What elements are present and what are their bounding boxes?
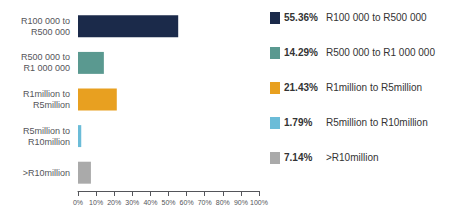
svg-text:20%: 20%	[107, 199, 121, 206]
svg-text:60%: 60%	[180, 199, 194, 206]
svg-text:R5million: R5million	[33, 100, 70, 110]
svg-text:R5million to R10million: R5million to R10million	[326, 117, 428, 128]
svg-text:40%: 40%	[143, 199, 157, 206]
svg-text:R100 000 to R500 000: R100 000 to R500 000	[326, 12, 427, 23]
svg-text:1.79%: 1.79%	[284, 117, 312, 128]
svg-text:R500 000 to: R500 000 to	[21, 52, 70, 62]
svg-text:21.43%: 21.43%	[284, 82, 318, 93]
svg-text:R1 000 000: R1 000 000	[23, 63, 70, 73]
svg-text:90%: 90%	[234, 199, 248, 206]
svg-text:10%: 10%	[89, 199, 103, 206]
svg-text:>R10million: >R10million	[326, 152, 379, 163]
svg-text:14.29%: 14.29%	[284, 47, 318, 58]
svg-text:>R10million: >R10million	[23, 168, 70, 178]
svg-text:100%: 100%	[250, 199, 268, 206]
svg-text:70%: 70%	[198, 199, 212, 206]
svg-text:80%: 80%	[216, 199, 230, 206]
svg-text:50%: 50%	[161, 199, 175, 206]
svg-text:R5million to: R5million to	[23, 126, 70, 136]
svg-text:R1million to R5million: R1million to R5million	[326, 82, 422, 93]
svg-text:R100 000 to: R100 000 to	[21, 16, 70, 26]
svg-text:7.14%: 7.14%	[284, 152, 312, 163]
svg-text:R500 000: R500 000	[31, 27, 70, 37]
svg-text:R500 000 to R1 000 000: R500 000 to R1 000 000	[326, 47, 435, 58]
svg-text:55.36%: 55.36%	[284, 12, 318, 23]
svg-text:30%: 30%	[125, 199, 139, 206]
svg-text:R1million to: R1million to	[23, 89, 70, 99]
svg-text:0%: 0%	[73, 199, 83, 206]
svg-text:R10million: R10million	[28, 137, 70, 147]
